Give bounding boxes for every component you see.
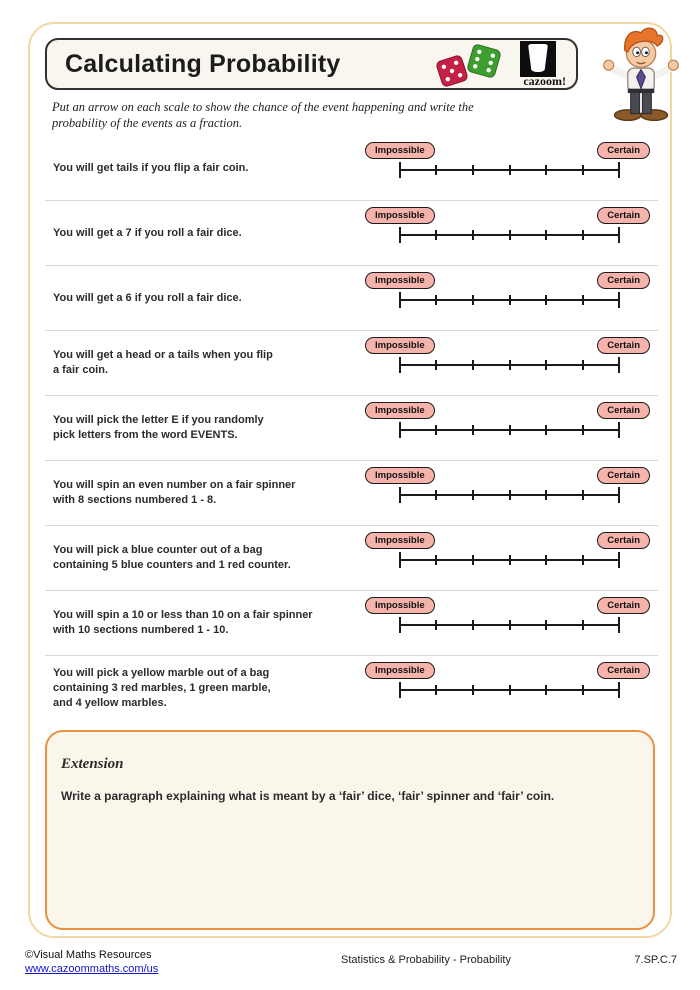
scale-line [399, 162, 620, 178]
question-text: You will spin a 10 or less than 10 on a … [53, 609, 313, 636]
question-row: You will get a 7 if you roll a fair dice… [45, 201, 658, 266]
title-box: Calculating Probability cazoom! [45, 38, 578, 90]
scale-line [399, 422, 620, 438]
question-text: You will pick a yellow marble out of a b… [53, 667, 271, 709]
scale-line [399, 292, 620, 308]
question-row: You will pick a blue counter out of a ba… [45, 526, 658, 591]
website-link[interactable]: www.cazoommaths.com/us [25, 963, 159, 975]
scale-line [399, 357, 620, 373]
scale-line [399, 617, 620, 633]
impossible-label: Impossible [365, 597, 435, 614]
copyright-text: ©Visual Maths Resources [25, 949, 152, 961]
scale-line [399, 487, 620, 503]
certain-label: Certain [597, 272, 650, 289]
extension-box: Extension Write a paragraph explaining w… [45, 730, 655, 930]
question-text: You will get a 6 if you roll a fair dice… [53, 291, 242, 304]
scale-line [399, 552, 620, 568]
question-row: You will get tails if you flip a fair co… [45, 136, 658, 201]
instructions: Put an arrow on each scale to show the c… [52, 100, 474, 130]
logo-glass-icon [528, 44, 548, 72]
extension-heading: Extension [61, 756, 124, 772]
footer: ©Visual Maths Resources www.cazoommaths.… [25, 948, 677, 976]
impossible-label: Impossible [365, 142, 435, 159]
certain-label: Certain [597, 142, 650, 159]
question-text: You will get tails if you flip a fair co… [53, 161, 249, 174]
probability-scale: Impossible Certain [365, 337, 650, 373]
certain-label: Certain [597, 597, 650, 614]
logo-text: cazoom! [523, 74, 566, 88]
green-die [467, 44, 501, 78]
question-text: You will get a 7 if you roll a fair dice… [53, 226, 242, 239]
certain-label: Certain [597, 402, 650, 419]
impossible-label: Impossible [365, 532, 435, 549]
probability-scale: Impossible Certain [365, 467, 650, 503]
certain-label: Certain [597, 662, 650, 679]
question-text: You will get a head or a tails when you … [53, 349, 273, 376]
extension-text: Write a paragraph explaining what is mea… [61, 789, 555, 803]
mascot-illustration [596, 24, 686, 122]
cazoom-logo: cazoom! [512, 39, 566, 89]
impossible-label: Impossible [365, 207, 435, 224]
question-text: You will spin an even number on a fair s… [53, 479, 296, 506]
probability-scale: Impossible Certain [365, 532, 650, 568]
certain-label: Certain [597, 467, 650, 484]
question-list: You will get tails if you flip a fair co… [45, 136, 658, 721]
question-text: You will pick the letter E if you random… [53, 414, 264, 441]
probability-scale: Impossible Certain [365, 597, 650, 633]
question-row: You will get a head or a tails when you … [45, 331, 658, 396]
certain-label: Certain [597, 337, 650, 354]
certain-label: Certain [597, 532, 650, 549]
scale-line [399, 682, 620, 698]
impossible-label: Impossible [365, 662, 435, 679]
probability-scale: Impossible Certain [365, 272, 650, 308]
question-text: You will pick a blue counter out of a ba… [53, 544, 291, 571]
red-die [436, 55, 468, 87]
question-row: You will spin a 10 or less than 10 on a … [45, 591, 658, 656]
impossible-label: Impossible [365, 272, 435, 289]
question-row: You will spin an even number on a fair s… [45, 461, 658, 526]
question-row: You will pick a yellow marble out of a b… [45, 656, 658, 721]
worksheet-category: Statistics & Probability - Probability [341, 954, 511, 966]
certain-label: Certain [597, 207, 650, 224]
scale-line [399, 227, 620, 243]
dice-icon [428, 39, 510, 89]
probability-scale: Impossible Certain [365, 402, 650, 438]
impossible-label: Impossible [365, 467, 435, 484]
question-row: You will get a 6 if you roll a fair dice… [45, 266, 658, 331]
probability-scale: Impossible Certain [365, 662, 650, 698]
question-row: You will pick the letter E if you random… [45, 396, 658, 461]
probability-scale: Impossible Certain [365, 142, 650, 178]
impossible-label: Impossible [365, 337, 435, 354]
standard-code: 7.SP.C.7 [634, 954, 677, 966]
probability-scale: Impossible Certain [365, 207, 650, 243]
page-title: Calculating Probability [65, 49, 341, 78]
impossible-label: Impossible [365, 402, 435, 419]
